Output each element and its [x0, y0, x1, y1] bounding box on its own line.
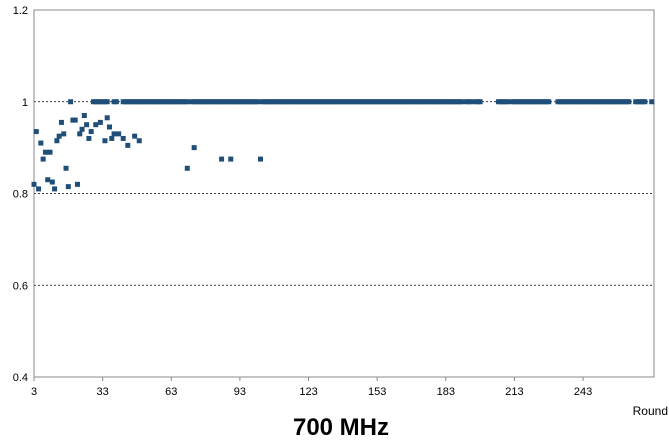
- data-point: [58, 119, 64, 125]
- data-point: [116, 131, 122, 137]
- data-point: [468, 99, 474, 105]
- data-point: [459, 99, 465, 105]
- data-point: [649, 99, 655, 105]
- data-point: [184, 99, 190, 105]
- data-point: [40, 156, 46, 162]
- data-point: [219, 156, 225, 162]
- data-point: [61, 131, 67, 137]
- x-tick-label: 243: [574, 386, 592, 398]
- x-tick-label: 33: [97, 386, 109, 398]
- data-point: [477, 99, 483, 105]
- data-point: [255, 99, 261, 105]
- x-axis-ticks: 3 33 63 93 123 153 183 213 243: [31, 377, 592, 398]
- x-tick-label: 183: [437, 386, 455, 398]
- gridlines: [34, 101, 654, 286]
- data-point: [84, 122, 90, 128]
- data-point: [257, 156, 263, 162]
- data-point: [68, 99, 74, 105]
- y-axis-ticks: 0.4 0.6 0.8 1 1.2: [13, 5, 28, 384]
- data-point: [49, 179, 55, 185]
- plot-area-frame: [33, 9, 655, 378]
- data-point: [626, 99, 632, 105]
- y-tick-label: 0.8: [13, 189, 28, 201]
- data-point: [77, 131, 83, 137]
- x-tick-label: 63: [165, 386, 177, 398]
- data-points: [31, 99, 655, 192]
- data-point: [97, 119, 103, 125]
- data-point: [47, 149, 53, 155]
- y-tick-label: 0.6: [13, 280, 28, 292]
- data-point: [191, 145, 197, 151]
- data-point: [109, 135, 115, 141]
- y-tick-label: 0.4: [13, 372, 28, 384]
- data-point: [104, 115, 110, 121]
- data-point: [546, 99, 552, 105]
- data-point: [93, 122, 99, 128]
- x-axis-label: Round: [633, 404, 668, 418]
- data-point: [79, 126, 85, 132]
- data-point: [33, 129, 39, 135]
- data-point: [54, 138, 60, 144]
- data-point: [136, 138, 142, 144]
- data-point: [56, 133, 62, 139]
- data-point: [36, 186, 42, 192]
- data-point: [104, 99, 110, 105]
- data-point: [42, 149, 48, 155]
- data-point: [86, 135, 92, 141]
- y-tick-label: 1: [22, 97, 28, 109]
- data-point: [113, 99, 119, 105]
- y-tick-label: 1.2: [13, 5, 28, 17]
- data-point: [228, 156, 234, 162]
- data-point: [120, 135, 126, 141]
- data-point: [125, 142, 131, 148]
- data-point: [38, 140, 44, 146]
- data-point: [45, 177, 51, 183]
- data-point: [72, 117, 78, 123]
- data-point: [74, 181, 80, 187]
- data-point: [102, 138, 108, 144]
- x-tick-label: 213: [505, 386, 523, 398]
- data-point: [31, 181, 37, 187]
- data-point: [184, 165, 190, 171]
- data-point: [63, 165, 69, 171]
- data-point: [642, 99, 648, 105]
- data-point: [88, 129, 94, 135]
- data-point: [132, 133, 138, 139]
- x-tick-label: 3: [31, 386, 37, 398]
- data-point: [111, 131, 117, 137]
- x-tick-label: 93: [234, 386, 246, 398]
- x-tick-label: 153: [368, 386, 386, 398]
- data-point: [65, 184, 71, 190]
- data-point: [52, 186, 58, 192]
- x-tick-label: 123: [299, 386, 317, 398]
- chart-title: 700 MHz: [293, 414, 389, 441]
- data-point: [505, 99, 511, 105]
- data-point: [81, 113, 87, 119]
- data-point: [106, 124, 112, 130]
